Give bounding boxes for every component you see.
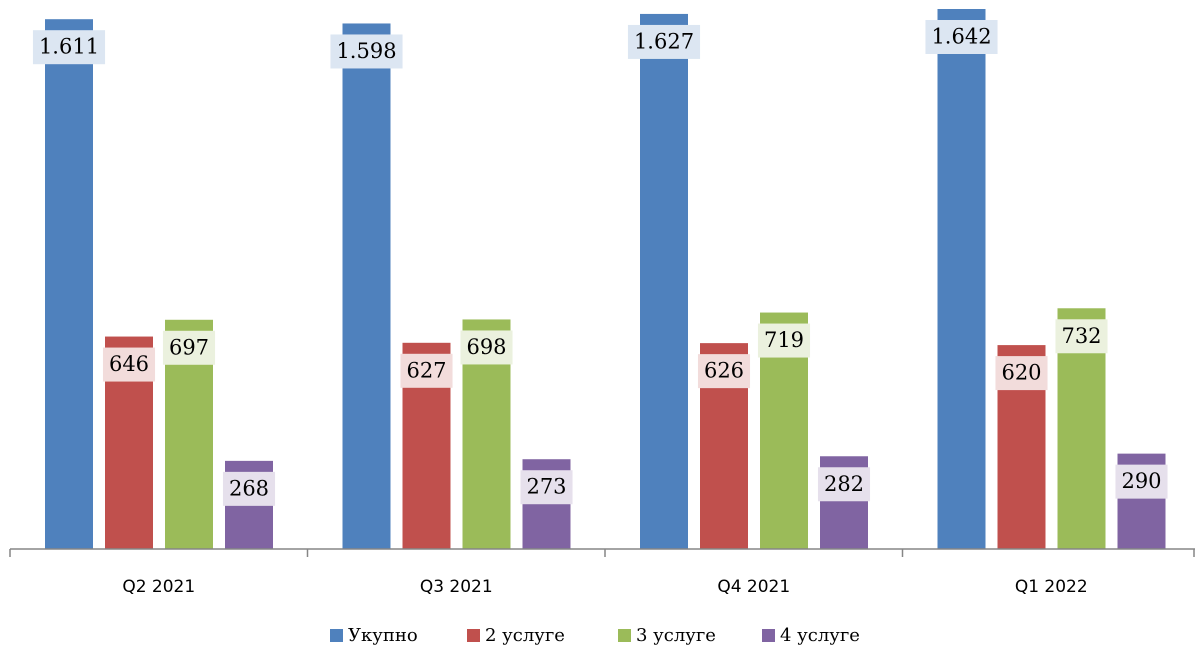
data-label-bg xyxy=(330,34,403,69)
x-tick-label: Q1 2022 xyxy=(1015,577,1088,597)
data-label: 719 xyxy=(764,328,804,352)
x-tick-label: Q2 2021 xyxy=(122,577,195,597)
bar xyxy=(937,9,986,549)
data-label: 697 xyxy=(169,335,209,359)
data-label-bg xyxy=(757,323,811,358)
data-label-bg xyxy=(697,354,751,389)
data-label-bg xyxy=(1055,319,1108,354)
data-label: 698 xyxy=(466,335,506,359)
data-label-bg xyxy=(627,24,701,59)
data-label-bg xyxy=(400,353,453,388)
x-tick-label: Q3 2021 xyxy=(420,577,493,597)
data-label-bg xyxy=(32,30,106,65)
data-label: 268 xyxy=(229,476,269,500)
data-label: 290 xyxy=(1121,469,1161,493)
data-label: 1.611 xyxy=(39,35,99,59)
data-label-bg xyxy=(460,330,513,365)
data-label: 1.627 xyxy=(634,29,694,53)
data-label: 273 xyxy=(526,475,566,499)
data-label: 646 xyxy=(109,352,149,376)
legend-label: 3 услуге xyxy=(636,625,716,646)
legend-swatch xyxy=(330,629,343,642)
data-label-bg xyxy=(520,470,573,505)
legend-label: 4 услуге xyxy=(780,625,860,646)
x-tick-label: Q4 2021 xyxy=(717,577,790,597)
data-label: 620 xyxy=(1001,361,1041,385)
data-label-bg xyxy=(1115,464,1168,499)
data-label: 627 xyxy=(406,358,446,382)
legend-swatch xyxy=(762,629,775,642)
data-label: 732 xyxy=(1061,324,1101,348)
legend-label: 2 услуге xyxy=(485,625,565,646)
data-label-bg xyxy=(222,471,276,506)
data-label-bg xyxy=(817,467,871,502)
data-label: 1.642 xyxy=(931,25,991,49)
data-label-bg xyxy=(995,356,1048,391)
data-label-bg xyxy=(925,20,998,54)
bar xyxy=(342,23,391,550)
data-label: 1.598 xyxy=(336,39,396,63)
data-label: 282 xyxy=(824,472,864,496)
legend-label: Укупно xyxy=(348,625,418,646)
data-label: 626 xyxy=(704,359,744,383)
bar xyxy=(45,19,93,549)
data-label-bg xyxy=(162,330,216,365)
bar xyxy=(640,13,688,550)
legend-swatch xyxy=(618,629,631,642)
legend-swatch xyxy=(467,629,480,642)
data-label-bg xyxy=(102,347,156,382)
